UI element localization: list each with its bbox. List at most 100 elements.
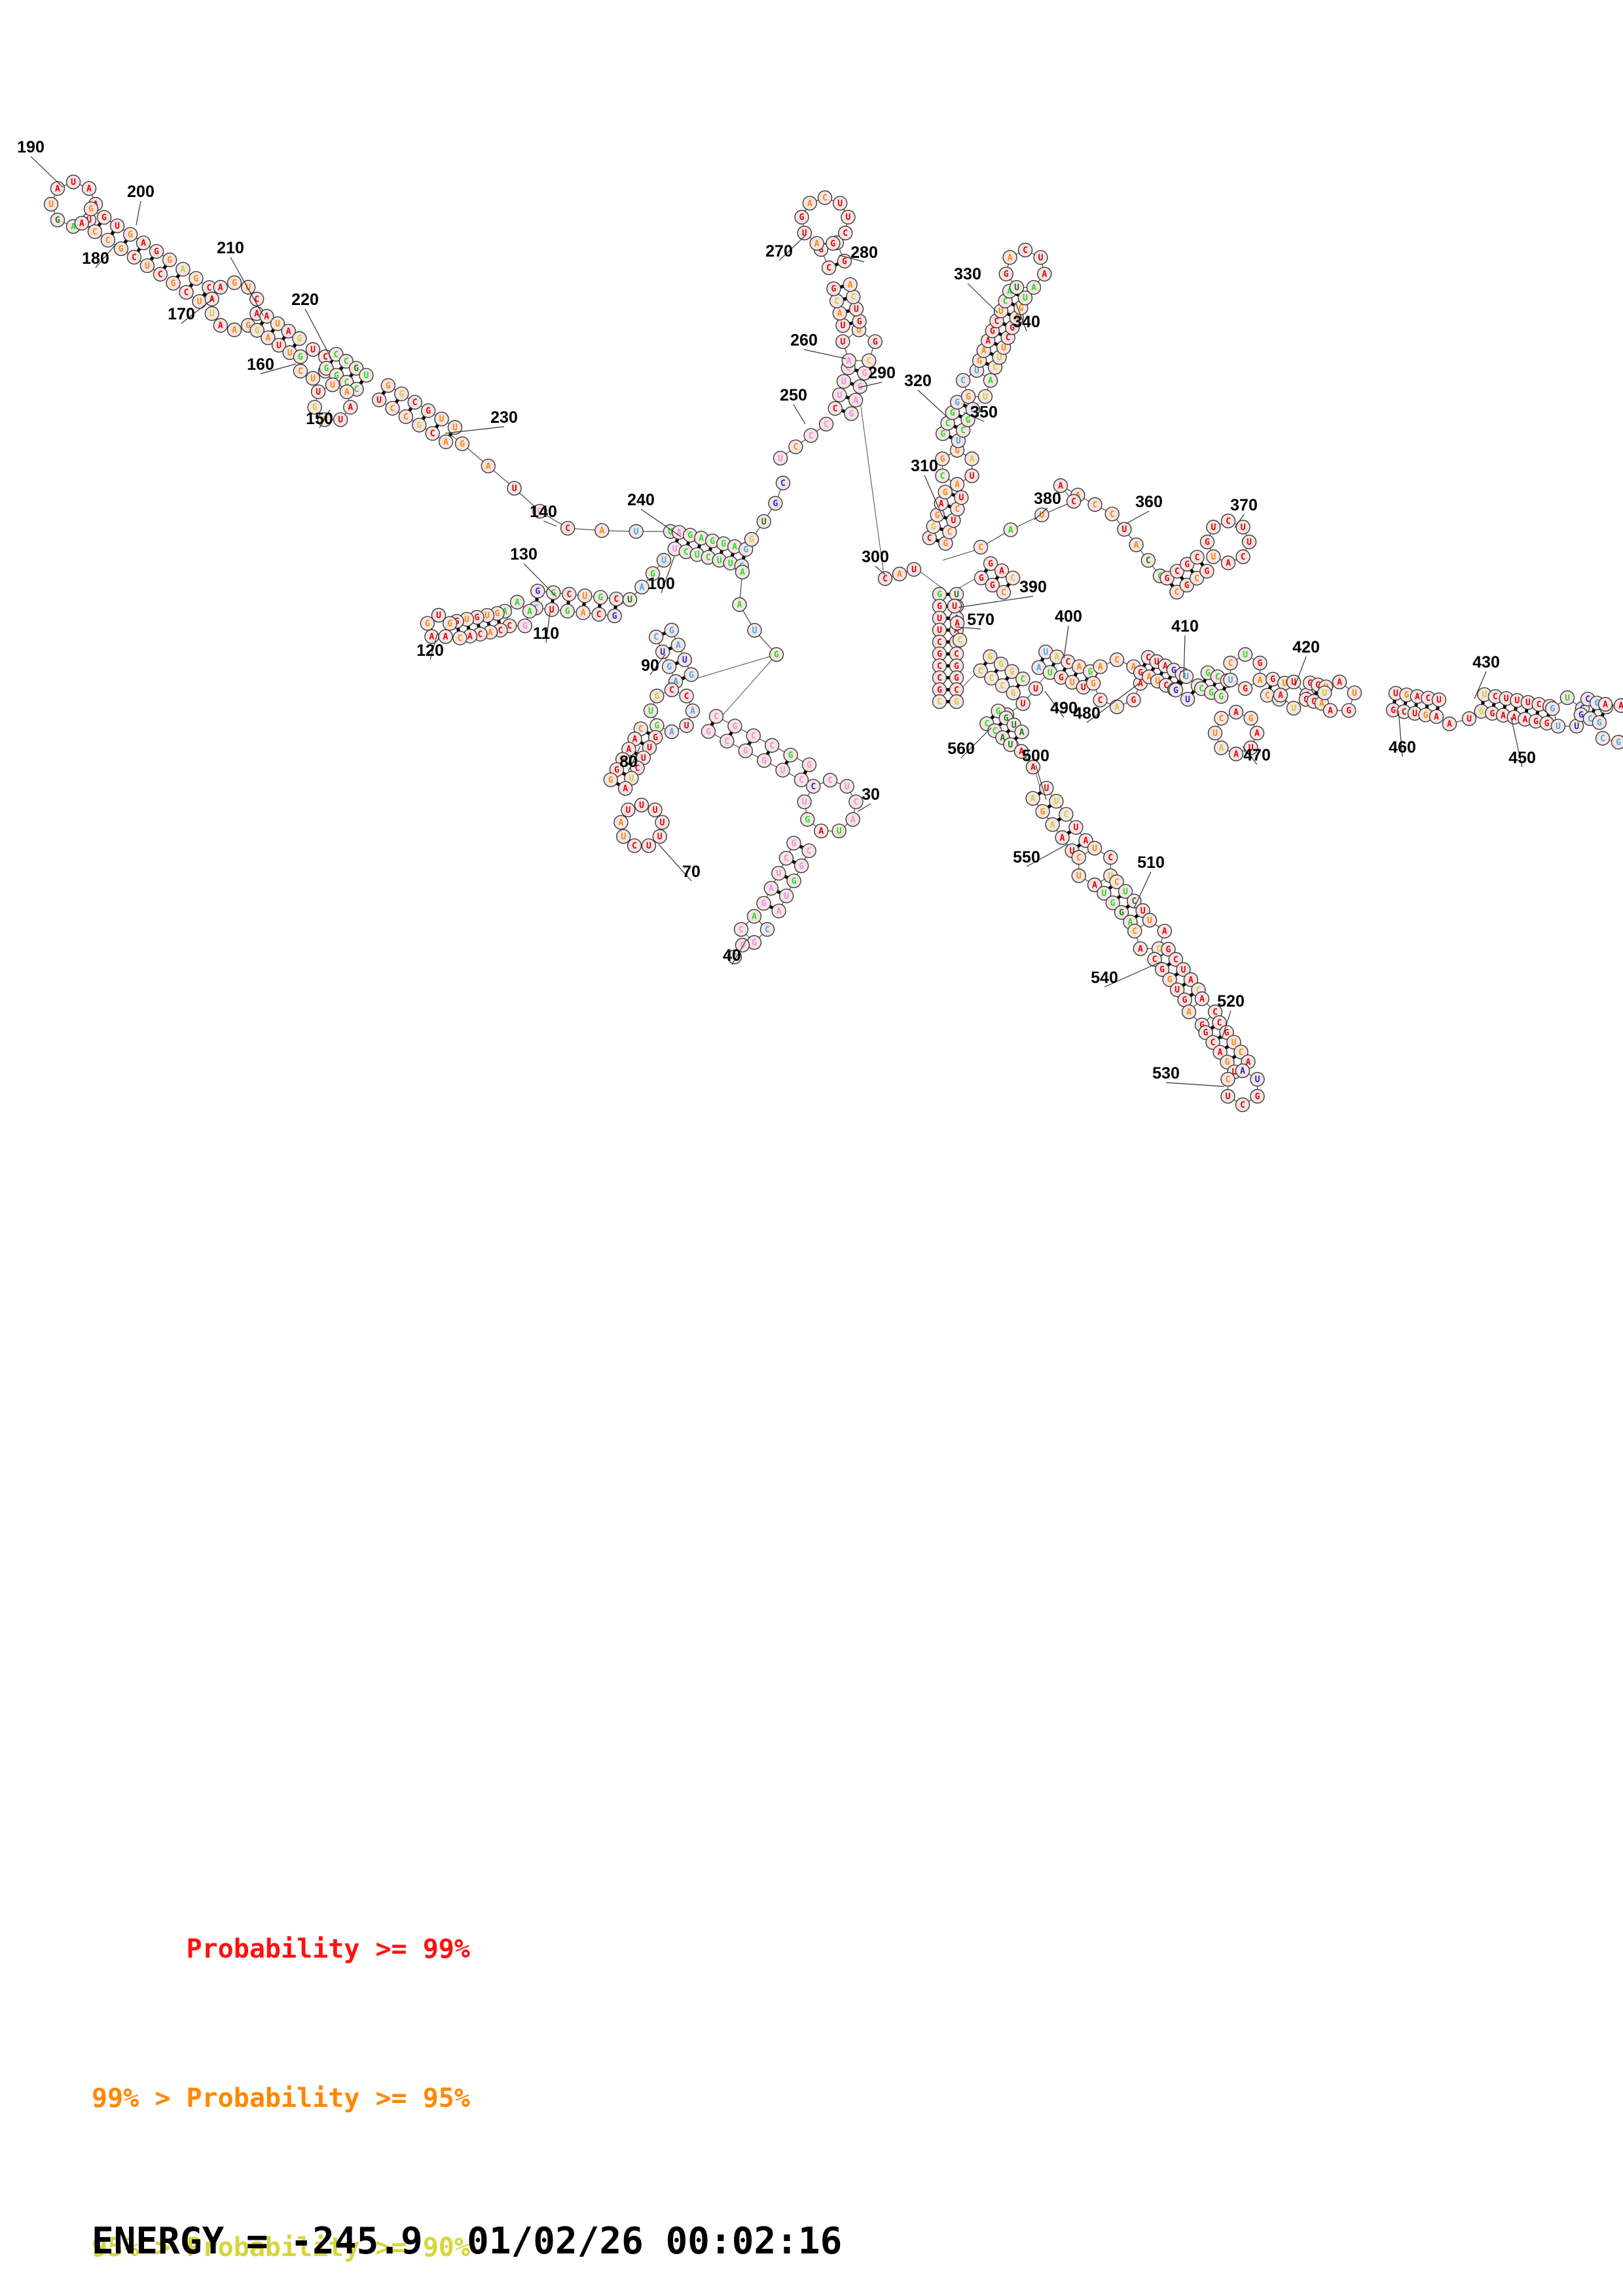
position-label-550: 550 bbox=[1013, 848, 1040, 867]
svg-text:U: U bbox=[464, 615, 469, 625]
position-label-390: 390 bbox=[1019, 578, 1047, 596]
svg-text:G: G bbox=[721, 539, 726, 549]
nucleotide: G bbox=[83, 201, 99, 217]
svg-text:A: A bbox=[1036, 663, 1042, 673]
svg-text:U: U bbox=[974, 367, 979, 376]
svg-text:G: G bbox=[791, 839, 796, 849]
svg-text:A: A bbox=[1188, 975, 1194, 985]
nucleotide: A bbox=[339, 384, 355, 399]
nucleotide: G bbox=[826, 236, 841, 251]
nucleotide: A bbox=[814, 823, 829, 838]
svg-text:G: G bbox=[171, 279, 176, 289]
svg-text:C: C bbox=[826, 264, 831, 274]
svg-text:U: U bbox=[1092, 844, 1097, 854]
svg-text:C: C bbox=[945, 419, 951, 429]
svg-text:U: U bbox=[115, 222, 120, 232]
svg-text:C: C bbox=[1199, 685, 1204, 694]
svg-text:U: U bbox=[1185, 695, 1190, 705]
svg-text:U: U bbox=[954, 590, 959, 600]
svg-text:U: U bbox=[660, 647, 665, 657]
svg-text:U: U bbox=[1504, 694, 1509, 704]
svg-text:C: C bbox=[207, 283, 212, 293]
nucleotide: C bbox=[817, 190, 833, 206]
svg-text:G: G bbox=[749, 535, 754, 545]
svg-text:C: C bbox=[1402, 708, 1407, 717]
svg-text:U: U bbox=[780, 766, 786, 776]
svg-text:C: C bbox=[957, 636, 962, 646]
svg-text:C: C bbox=[498, 626, 503, 636]
svg-text:A: A bbox=[443, 438, 448, 448]
nucleotide: U bbox=[835, 317, 850, 333]
svg-text:U: U bbox=[784, 891, 789, 901]
nucleotide: U bbox=[359, 368, 374, 383]
nucleotide: A bbox=[1157, 924, 1173, 939]
svg-text:G: G bbox=[799, 861, 804, 871]
svg-text:G: G bbox=[1173, 686, 1178, 696]
nucleotide: A bbox=[1026, 279, 1042, 295]
svg-text:A: A bbox=[1434, 712, 1439, 722]
position-label-570: 570 bbox=[967, 611, 994, 629]
nucleotide: A bbox=[1025, 791, 1040, 806]
svg-text:G: G bbox=[954, 662, 959, 672]
nucleotide: A bbox=[1322, 703, 1338, 718]
svg-text:G: G bbox=[937, 590, 942, 600]
nucleotide: G bbox=[716, 536, 731, 551]
nucleotide: A bbox=[1214, 740, 1229, 755]
nucleotide: A bbox=[1053, 478, 1068, 493]
nucleotide: G bbox=[249, 323, 264, 338]
svg-text:U: U bbox=[1043, 648, 1048, 658]
svg-text:A: A bbox=[348, 403, 353, 413]
nucleotide: U bbox=[655, 815, 670, 830]
nucleotide: G bbox=[801, 757, 817, 772]
svg-text:G: G bbox=[940, 455, 945, 465]
svg-text:G: G bbox=[848, 409, 854, 419]
nucleotide: U bbox=[621, 802, 636, 817]
nucleotide: C bbox=[862, 353, 877, 368]
nucleotide: C bbox=[846, 289, 861, 304]
nucleotide: C bbox=[994, 678, 1010, 693]
svg-text:G: G bbox=[1087, 668, 1093, 677]
svg-text:G: G bbox=[232, 279, 237, 289]
svg-text:G: G bbox=[830, 239, 835, 249]
nucleotide: U bbox=[1226, 1035, 1241, 1050]
svg-text:U: U bbox=[837, 827, 842, 836]
nucleotide: C bbox=[1531, 697, 1546, 712]
nucleotide: G bbox=[794, 209, 809, 224]
svg-text:C: C bbox=[1426, 694, 1431, 704]
svg-text:G: G bbox=[1004, 713, 1009, 723]
svg-text:C: C bbox=[978, 543, 983, 553]
nucleotide: G bbox=[96, 209, 112, 225]
svg-text:C: C bbox=[1173, 955, 1178, 965]
nucleotide: A bbox=[735, 564, 750, 580]
svg-text:C: C bbox=[1311, 697, 1317, 707]
svg-text:G: G bbox=[297, 334, 302, 344]
svg-text:C: C bbox=[769, 741, 775, 751]
nucleotide: A bbox=[1213, 1045, 1228, 1060]
svg-text:A: A bbox=[141, 239, 146, 249]
svg-text:G: G bbox=[987, 653, 993, 662]
nucleotide: C bbox=[1233, 1045, 1249, 1060]
nucleotide: A bbox=[1037, 266, 1052, 281]
svg-text:C: C bbox=[799, 776, 804, 785]
svg-text:C: C bbox=[158, 270, 163, 279]
svg-text:A: A bbox=[669, 728, 674, 738]
nucleotide: U bbox=[1286, 674, 1302, 690]
nucleotide: C bbox=[775, 475, 791, 491]
nucleotide: C bbox=[1109, 874, 1124, 889]
nucleotide: A bbox=[983, 373, 998, 388]
svg-text:U: U bbox=[436, 611, 441, 621]
legend-row-95: 99% > Probability >= 95% bbox=[92, 2083, 470, 2113]
svg-text:C: C bbox=[354, 385, 359, 395]
svg-text:C: C bbox=[937, 673, 942, 683]
svg-text:C: C bbox=[828, 776, 833, 786]
svg-text:A: A bbox=[640, 583, 645, 592]
svg-text:A: A bbox=[581, 609, 586, 619]
svg-text:U: U bbox=[1556, 722, 1561, 732]
nucleotide: U bbox=[641, 838, 657, 853]
nucleotide: G bbox=[985, 577, 1000, 593]
svg-text:C: C bbox=[1196, 986, 1201, 996]
svg-text:U: U bbox=[1213, 729, 1218, 739]
nucleotide: U bbox=[616, 829, 631, 844]
svg-text:G: G bbox=[128, 230, 133, 240]
nucleotide: A bbox=[732, 597, 747, 612]
